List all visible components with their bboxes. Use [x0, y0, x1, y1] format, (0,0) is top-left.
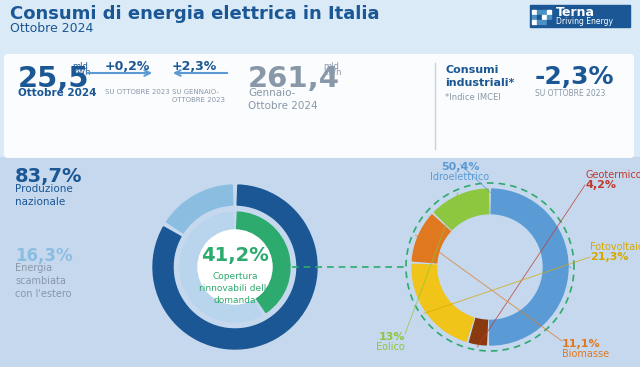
Text: -2,3%: -2,3% [535, 65, 614, 89]
Bar [547, 15, 551, 19]
Bar [542, 15, 546, 19]
Text: 261,4: 261,4 [248, 65, 340, 93]
Text: 50,4%: 50,4% [441, 162, 479, 172]
Text: 25,5: 25,5 [18, 65, 90, 93]
Bar [542, 20, 546, 24]
Wedge shape [490, 189, 568, 345]
Text: 4,2%: 4,2% [585, 180, 616, 190]
Bar [537, 15, 541, 19]
Bar [542, 10, 546, 14]
Bar [530, 5, 630, 27]
Text: 11,1%: 11,1% [562, 339, 600, 349]
Text: Fotovoltaico: Fotovoltaico [590, 242, 640, 252]
Text: kWh: kWh [72, 68, 90, 77]
Wedge shape [237, 212, 290, 312]
FancyBboxPatch shape [4, 54, 634, 158]
Bar [537, 10, 541, 14]
Text: kWh: kWh [323, 68, 342, 77]
Text: Ottobre 2024: Ottobre 2024 [18, 88, 97, 98]
Text: 13%: 13% [378, 332, 405, 342]
Text: SU OTTOBRE 2023: SU OTTOBRE 2023 [535, 89, 605, 98]
Text: *Indice IMCEI: *Indice IMCEI [445, 93, 500, 102]
Text: mld: mld [72, 62, 88, 71]
Wedge shape [469, 317, 488, 345]
Text: Energia
scambiata
con l'estero: Energia scambiata con l'estero [15, 263, 72, 299]
Text: 83,7%: 83,7% [15, 167, 83, 186]
Wedge shape [412, 264, 474, 341]
Bar [547, 20, 551, 24]
Text: Biomasse: Biomasse [562, 349, 609, 359]
Wedge shape [180, 212, 262, 322]
Text: Idroelettrico: Idroelettrico [431, 172, 490, 182]
Text: mld: mld [323, 62, 339, 71]
Wedge shape [435, 189, 489, 230]
Text: Gennaio-
Ottobre 2024: Gennaio- Ottobre 2024 [248, 88, 317, 111]
Bar [532, 10, 536, 14]
Text: 16,3%: 16,3% [15, 247, 72, 265]
Bar [537, 20, 541, 24]
Circle shape [438, 215, 542, 319]
Text: +0,2%: +0,2% [105, 60, 150, 73]
Bar [532, 20, 536, 24]
Text: +2,3%: +2,3% [172, 60, 217, 73]
Text: Driving Energy: Driving Energy [556, 18, 613, 26]
Wedge shape [166, 185, 233, 233]
Bar [547, 10, 551, 14]
Text: Geotermico: Geotermico [585, 170, 640, 180]
Wedge shape [153, 185, 317, 349]
Circle shape [198, 230, 272, 304]
Text: Eolico: Eolico [376, 342, 405, 352]
Text: 41,2%: 41,2% [201, 246, 269, 265]
Text: Copertura
rinnovabili della
domanda: Copertura rinnovabili della domanda [198, 272, 271, 305]
Bar [0, 157, 640, 367]
Text: Ottobre 2024: Ottobre 2024 [10, 22, 93, 35]
Text: Consumi
industriali*: Consumi industriali* [445, 65, 515, 88]
Wedge shape [412, 215, 451, 263]
Text: Consumi di energia elettrica in Italia: Consumi di energia elettrica in Italia [10, 5, 380, 23]
Text: 21,3%: 21,3% [590, 252, 628, 262]
Text: SU OTTOBRE 2023: SU OTTOBRE 2023 [105, 89, 170, 95]
Text: Produzione
nazionale: Produzione nazionale [15, 184, 73, 207]
Bar [532, 15, 536, 19]
Text: SU GENNAIO-
OTTOBRE 2023: SU GENNAIO- OTTOBRE 2023 [172, 89, 225, 102]
Text: Terna: Terna [556, 7, 595, 19]
